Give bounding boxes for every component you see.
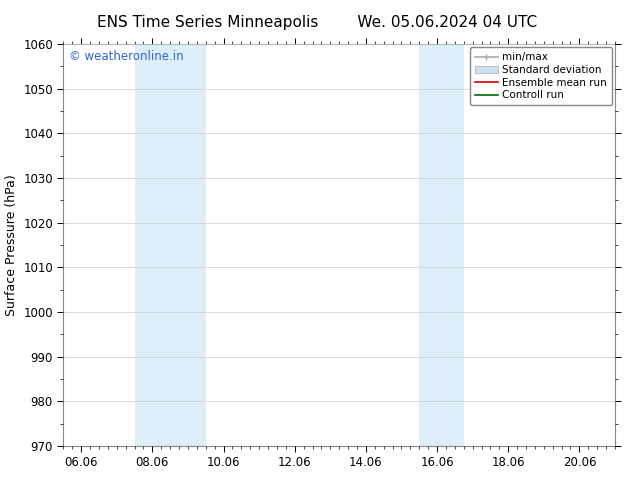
Bar xyxy=(419,44,463,446)
Legend: min/max, Standard deviation, Ensemble mean run, Controll run: min/max, Standard deviation, Ensemble me… xyxy=(470,47,612,105)
Text: © weatheronline.in: © weatheronline.in xyxy=(69,50,183,63)
Y-axis label: Surface Pressure (hPa): Surface Pressure (hPa) xyxy=(4,174,18,316)
Text: ENS Time Series Minneapolis        We. 05.06.2024 04 UTC: ENS Time Series Minneapolis We. 05.06.20… xyxy=(97,15,537,30)
Bar xyxy=(134,44,206,446)
